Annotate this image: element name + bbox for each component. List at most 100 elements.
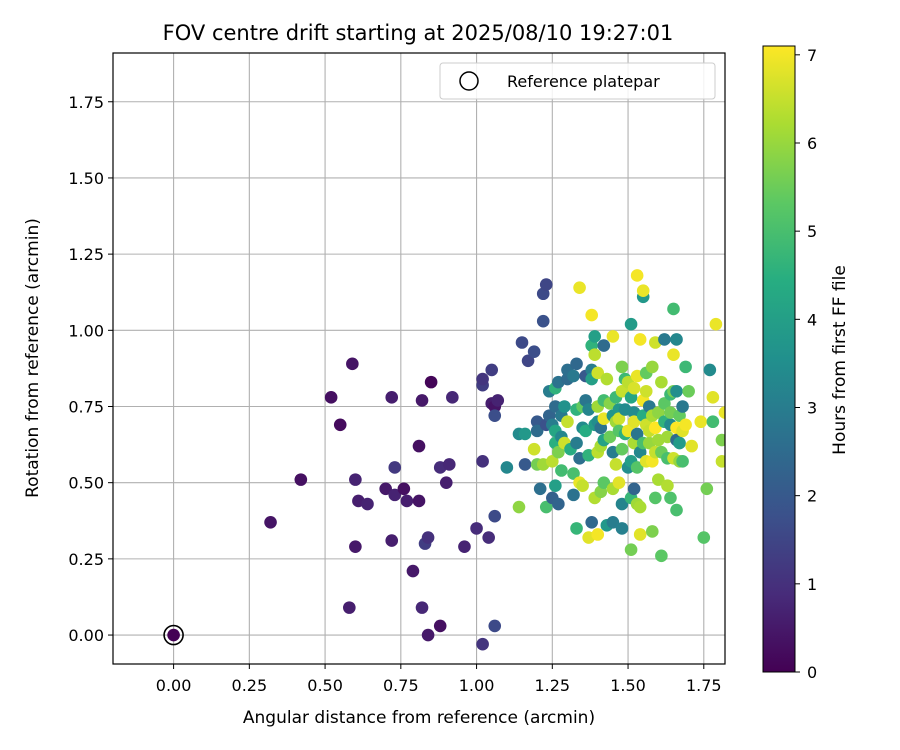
data-point (606, 330, 620, 343)
data-point (615, 384, 629, 398)
data-point (500, 461, 514, 474)
data-point (591, 366, 605, 380)
data-point (661, 479, 674, 493)
data-point (552, 445, 565, 459)
data-point (400, 494, 414, 508)
y-axis-label: Rotation from reference (arcmin) (23, 218, 43, 498)
data-point (615, 497, 629, 511)
y-tick-label: 1.75 (68, 93, 104, 112)
data-point (624, 317, 638, 331)
data-point (379, 482, 392, 496)
x-tick-label: 1.00 (459, 676, 495, 695)
chart-title: FOV centre drift starting at 2025/08/10 … (163, 21, 674, 45)
colorbar (762, 45, 796, 673)
data-point (627, 381, 641, 395)
x-axis-ticks: 0.00 0.25 0.50 0.75 1.00 1.25 1.50 1.75 (156, 664, 722, 695)
reference-marker (163, 624, 184, 646)
colorbar-tick-label: 4 (807, 310, 817, 329)
data-point (676, 455, 689, 468)
y-tick-label: 1.50 (68, 169, 104, 188)
legend-label: Reference platepar (507, 72, 660, 91)
data-point (421, 628, 435, 642)
data-point (458, 540, 471, 553)
data-point (615, 360, 629, 374)
data-point (518, 427, 532, 441)
data-point (346, 357, 359, 371)
data-point (567, 488, 580, 502)
data-point (697, 531, 711, 544)
data-point (627, 482, 641, 496)
data-point (573, 281, 586, 294)
data-point (439, 476, 453, 489)
data-point (576, 479, 589, 493)
data-point (679, 418, 692, 432)
data-point (552, 497, 565, 511)
data-point (624, 543, 638, 557)
x-axis-label: Angular distance from reference (arcmin) (243, 708, 595, 728)
data-point (615, 442, 629, 456)
data-point (630, 427, 644, 441)
data-point (700, 482, 714, 496)
x-tick-label: 0.50 (307, 676, 343, 695)
data-point (588, 348, 602, 361)
data-point (388, 461, 402, 474)
data-point (703, 363, 717, 377)
data-point (636, 284, 650, 297)
data-point (679, 360, 692, 374)
data-point (667, 348, 680, 361)
data-point (333, 418, 347, 432)
data-point (658, 333, 671, 346)
x-tick-label: 0.00 (156, 676, 192, 695)
data-point (412, 439, 426, 453)
colorbar-tick-label: 6 (807, 134, 817, 153)
data-point (294, 473, 308, 486)
data-point (385, 391, 399, 404)
data-point (670, 384, 683, 398)
data-point (476, 455, 489, 468)
data-point (670, 333, 683, 346)
data-point (706, 391, 720, 404)
data-point (324, 391, 338, 404)
data-point (476, 637, 489, 651)
reference-point-marker (163, 624, 184, 646)
colorbar-tick-label: 5 (807, 222, 817, 241)
data-point (442, 458, 456, 471)
data-point (558, 400, 571, 413)
data-point (527, 345, 541, 358)
x-tick-label: 1.75 (686, 676, 722, 695)
data-point (567, 369, 580, 383)
colorbar-tick-label: 2 (807, 487, 817, 506)
data-point (488, 619, 502, 633)
data-point (549, 479, 562, 493)
y-tick-label: 0.75 (68, 397, 104, 416)
legend: Reference platepar (439, 62, 716, 100)
data-point (588, 330, 602, 343)
y-tick-label: 0.50 (68, 474, 104, 493)
data-point (685, 439, 698, 453)
data-point (385, 534, 399, 547)
data-point (633, 528, 647, 541)
y-tick-label: 0.25 (68, 550, 104, 569)
data-point (512, 500, 526, 514)
data-point (612, 412, 626, 425)
data-point (555, 464, 568, 477)
data-point (415, 601, 429, 614)
y-tick-label: 1.25 (68, 245, 104, 264)
data-point (676, 400, 689, 413)
data-point (421, 531, 435, 544)
data-point (570, 522, 583, 535)
y-axis-ticks: 0.00 0.25 0.50 0.75 1.00 1.25 1.50 1.75 (68, 93, 113, 645)
colorbar-tick-label: 0 (807, 663, 817, 682)
data-point (600, 372, 614, 386)
data-point (667, 302, 680, 316)
data-point (415, 394, 429, 407)
legend-reference-marker (459, 71, 479, 91)
data-point (682, 384, 695, 398)
data-point (527, 442, 541, 456)
data-point (446, 391, 459, 404)
data-point (533, 482, 547, 496)
y-tick-label: 1.00 (68, 321, 104, 340)
data-point (597, 476, 611, 489)
data-point (652, 406, 665, 419)
data-point (476, 372, 489, 386)
